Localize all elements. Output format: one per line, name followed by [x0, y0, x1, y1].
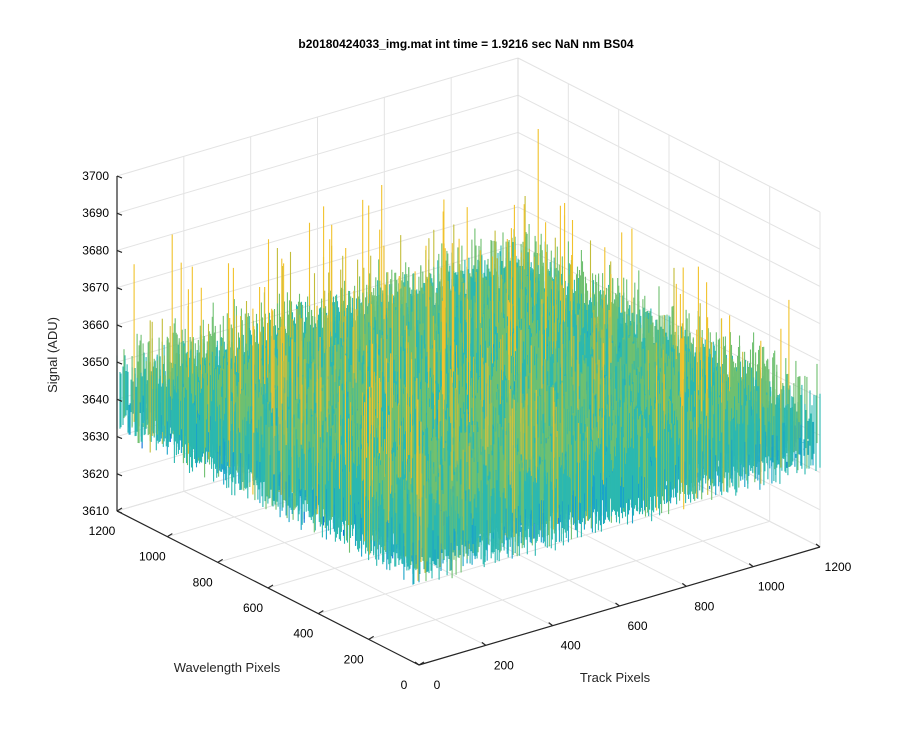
right-wall-gridline — [517, 131, 821, 287]
right-wall-gridline — [517, 169, 821, 325]
right-wall-gridline — [517, 57, 821, 213]
left-wall-gridline — [116, 57, 519, 177]
right-wall-gridline — [517, 94, 821, 250]
left-wall-gridline — [116, 243, 519, 363]
left-wall-gridline — [116, 94, 519, 214]
right-wall-gridline — [517, 206, 821, 362]
floor-gridline — [368, 520, 770, 640]
left-wall-gridline — [116, 206, 519, 326]
left-wall-gridline — [116, 131, 519, 251]
left-wall-gridline — [116, 169, 519, 289]
surface-layer — [116, 129, 821, 585]
